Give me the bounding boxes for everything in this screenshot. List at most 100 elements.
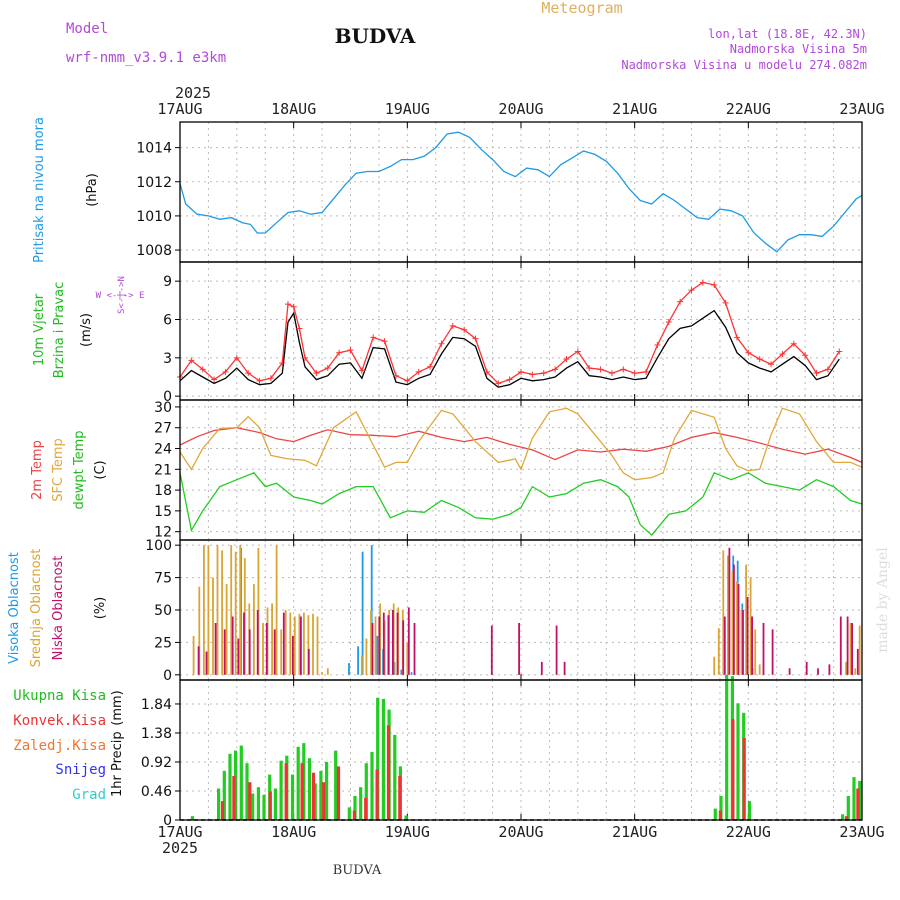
- cloud-bar-cloud_mid: [326, 668, 329, 675]
- x-tick-label-bottom: 20AUG: [498, 823, 543, 841]
- wind-unit: (m/s): [79, 313, 94, 347]
- precip-bar-precip_conv: [300, 763, 304, 820]
- cloud-bar-cloud_mid: [298, 613, 301, 675]
- cloud-bar-cloud_low: [214, 623, 217, 675]
- cloud-bar-cloud_low: [231, 616, 234, 675]
- cloud-bar-cloud_low: [371, 623, 374, 675]
- cloud-bar-cloud_low: [223, 629, 226, 675]
- cloud-bar-cloud_high: [410, 672, 413, 675]
- precip-bar-precip_total: [325, 762, 329, 820]
- wind-series-wind_speed: [179, 309, 840, 388]
- gust-marker: [495, 380, 502, 387]
- gust-marker: [768, 361, 775, 368]
- gust-marker: [597, 366, 604, 373]
- cloud-bar-cloud_low: [490, 625, 493, 675]
- x-tick-label-top: 22AUG: [726, 100, 771, 118]
- precip-bar-precip_conv: [731, 719, 735, 820]
- gust-marker: [279, 359, 286, 366]
- precip-bar-precip_total: [245, 763, 249, 820]
- temperature-ytick-label: 18: [154, 483, 172, 499]
- precip-title: 1hr Precip: [110, 731, 125, 797]
- cloud-bar-cloud_mid: [293, 616, 296, 675]
- precip-bar-precip_conv: [220, 801, 225, 820]
- precip-bar-precip_total: [222, 770, 226, 820]
- cloud-bar-cloud_high: [348, 663, 350, 675]
- precip-bar-precip_total: [364, 763, 368, 820]
- gust-marker: [733, 334, 740, 341]
- gust-marker: [677, 298, 684, 305]
- cloud-bar-cloud_low: [197, 646, 200, 675]
- cloud-bar-cloud_low: [742, 610, 744, 675]
- wind-ytick-label: 9: [163, 274, 172, 290]
- cloud-bar-cloud_mid: [845, 661, 847, 675]
- gust-marker: [608, 370, 615, 377]
- cloud-bar-cloud_low: [563, 661, 566, 675]
- cloud-bar-cloud_low: [746, 597, 749, 675]
- cloud-bar-cloud_mid: [230, 545, 233, 675]
- gust-marker: [745, 349, 752, 356]
- precip-bar-precip_total: [251, 793, 255, 820]
- cloud-bar-cloud_mid: [275, 545, 278, 675]
- gust-marker: [506, 376, 513, 383]
- precip-legend-total: Ukupna Kisa: [13, 688, 106, 704]
- temperature-panel: 12 15 18 21 24 27 30: [154, 399, 863, 541]
- temperature-series-temp_2m: [179, 427, 863, 463]
- cloud-bar-cloud_mid: [854, 668, 857, 675]
- cloud-bar-cloud_mid: [731, 571, 734, 675]
- precip-ytick-label: 1.38: [141, 726, 172, 742]
- gust-marker: [631, 370, 638, 377]
- cloud-bar-cloud_mid: [740, 610, 743, 675]
- gust-marker: [552, 366, 559, 373]
- precip-bar-precip_total: [234, 750, 238, 820]
- gust-marker: [711, 282, 718, 288]
- gust-marker: [790, 340, 797, 347]
- cloud-bar-cloud_high: [361, 551, 364, 675]
- wind-panel: 0 3 6 9: [163, 262, 863, 405]
- cloud-bar-cloud_low: [733, 564, 735, 675]
- gust-marker: [802, 352, 809, 359]
- cloud-bar-cloud_mid: [406, 642, 409, 675]
- cloud-bar-cloud_mid: [225, 584, 228, 675]
- precip-ytick-label: 1.84: [141, 697, 172, 713]
- precip-bar-precip_total: [393, 734, 397, 820]
- gust-marker: [813, 370, 820, 377]
- cloud-bar-cloud_high: [376, 635, 379, 675]
- gust-marker: [233, 354, 240, 361]
- precip-bar-precip_total: [713, 808, 717, 820]
- wind-ytick-label: 0: [163, 389, 172, 405]
- cloud-bar-cloud_mid: [361, 655, 363, 675]
- cloud-title-3: Niska Oblacnost: [51, 556, 66, 661]
- pressure-frame: [179, 121, 863, 263]
- precip-bar-precip_conv: [398, 775, 402, 820]
- model-label: Model: [66, 21, 108, 37]
- precip-bar-precip_conv: [232, 775, 236, 820]
- cloud-bar-cloud_mid: [745, 564, 747, 675]
- gust-marker: [438, 340, 445, 347]
- cloud-bar-cloud_mid: [365, 638, 368, 675]
- gust-marker: [370, 334, 377, 341]
- precip-bar-precip_total: [841, 814, 845, 820]
- precip-bar-precip_total: [376, 697, 380, 820]
- cloud-bar-cloud_high: [357, 646, 359, 675]
- cloud-bar-cloud_mid: [262, 623, 264, 675]
- precip-bar-precip_total: [747, 801, 751, 820]
- precip-bar-precip_total: [347, 807, 351, 820]
- precip-bar-precip_total: [256, 787, 260, 820]
- footer-title: BUDVA: [333, 863, 382, 878]
- cloud-bar-cloud_low: [540, 661, 543, 675]
- cloud-bar-cloud_mid: [370, 610, 372, 675]
- temperature-ytick-label: 21: [154, 462, 172, 478]
- temp-title-1: 2m Temp: [30, 440, 45, 500]
- gust-marker: [483, 368, 490, 375]
- gust-marker: [699, 279, 706, 286]
- cloud-bar-cloud_low: [205, 651, 208, 675]
- precip-bar-precip_conv: [352, 810, 356, 820]
- cloud-bar-cloud_low: [737, 584, 740, 675]
- gust-marker: [586, 365, 593, 372]
- temp-unit: (C): [93, 460, 108, 479]
- cloud-bar-cloud_low: [828, 664, 831, 675]
- gust-marker: [336, 349, 343, 356]
- precip-panel: 0 0.46 0.92 1.38 1.84: [141, 675, 863, 829]
- cloud-bar-cloud_mid: [221, 550, 223, 675]
